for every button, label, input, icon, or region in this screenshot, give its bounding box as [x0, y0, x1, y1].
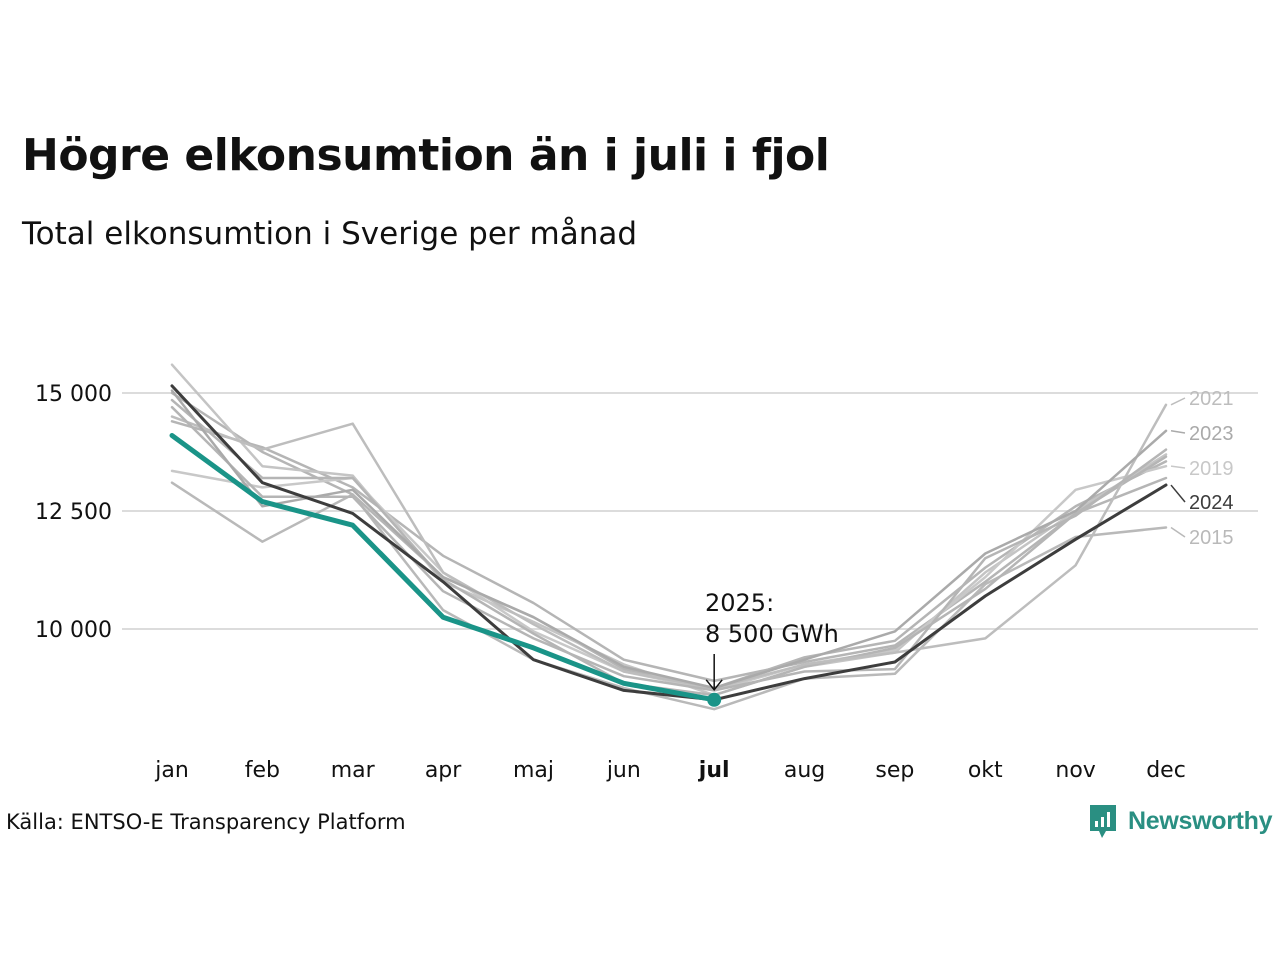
- series-label: 2023: [1189, 423, 1234, 445]
- brand-logo[interactable]: Newsworthy: [1088, 803, 1273, 839]
- x-tick-label: aug: [784, 758, 825, 783]
- x-tick-label: feb: [245, 758, 280, 783]
- y-tick-label: 15 000: [35, 382, 112, 407]
- x-tick-label: dec: [1146, 758, 1186, 783]
- x-tick-label: jun: [606, 758, 641, 783]
- series-line: [170, 403, 1168, 690]
- brand-name: Newsworthy: [1128, 806, 1273, 835]
- arrow-down-icon: [705, 679, 723, 692]
- annotation-label: 2025:: [705, 589, 774, 617]
- source-note: Källa: ENTSO-E Transparency Platform: [6, 810, 406, 834]
- x-tick-label: sep: [875, 758, 914, 783]
- y-tick-label: 12 500: [35, 500, 112, 525]
- series-label: 2024: [1189, 492, 1234, 514]
- series-line: [170, 389, 1168, 690]
- series-line: [170, 391, 1168, 690]
- series-label: 2021: [1189, 388, 1234, 410]
- chart-title: Högre elkonsumtion än i juli i fjol: [22, 130, 830, 181]
- series-line: [170, 405, 1168, 692]
- chart-subtitle: Total elkonsumtion i Sverige per månad: [22, 216, 638, 252]
- series-line: [170, 464, 1168, 692]
- series-label-leader: [1170, 526, 1186, 538]
- current-value-marker: [707, 692, 722, 707]
- x-tick-label: mar: [331, 758, 376, 783]
- series-line: [170, 384, 1168, 702]
- x-tick-label: jan: [154, 758, 189, 783]
- series-line: [170, 363, 1168, 697]
- annotation-label: 8 500 GWh: [705, 620, 839, 648]
- x-tick-label: okt: [968, 758, 1003, 783]
- series-label-leader: [1170, 484, 1186, 503]
- series-label-leader: [1170, 397, 1186, 406]
- x-tick-label: apr: [425, 758, 462, 783]
- x-tick-label: nov: [1055, 758, 1095, 783]
- line-chart: 10 000 12 500 15 000 jan feb mar apr maj jun jul a…: [35, 363, 1258, 783]
- series-label: 2019: [1189, 458, 1234, 480]
- x-tick-label: maj: [513, 758, 554, 783]
- series-label-leader: [1170, 465, 1186, 469]
- bar-chart-speech-bubble-icon: [1090, 805, 1116, 838]
- series-label-leader: [1170, 430, 1186, 434]
- x-tick-label: jul: [698, 758, 730, 783]
- series-line: [169, 433, 717, 703]
- series-label: 2015: [1189, 527, 1234, 549]
- y-tick-label: 10 000: [35, 618, 112, 643]
